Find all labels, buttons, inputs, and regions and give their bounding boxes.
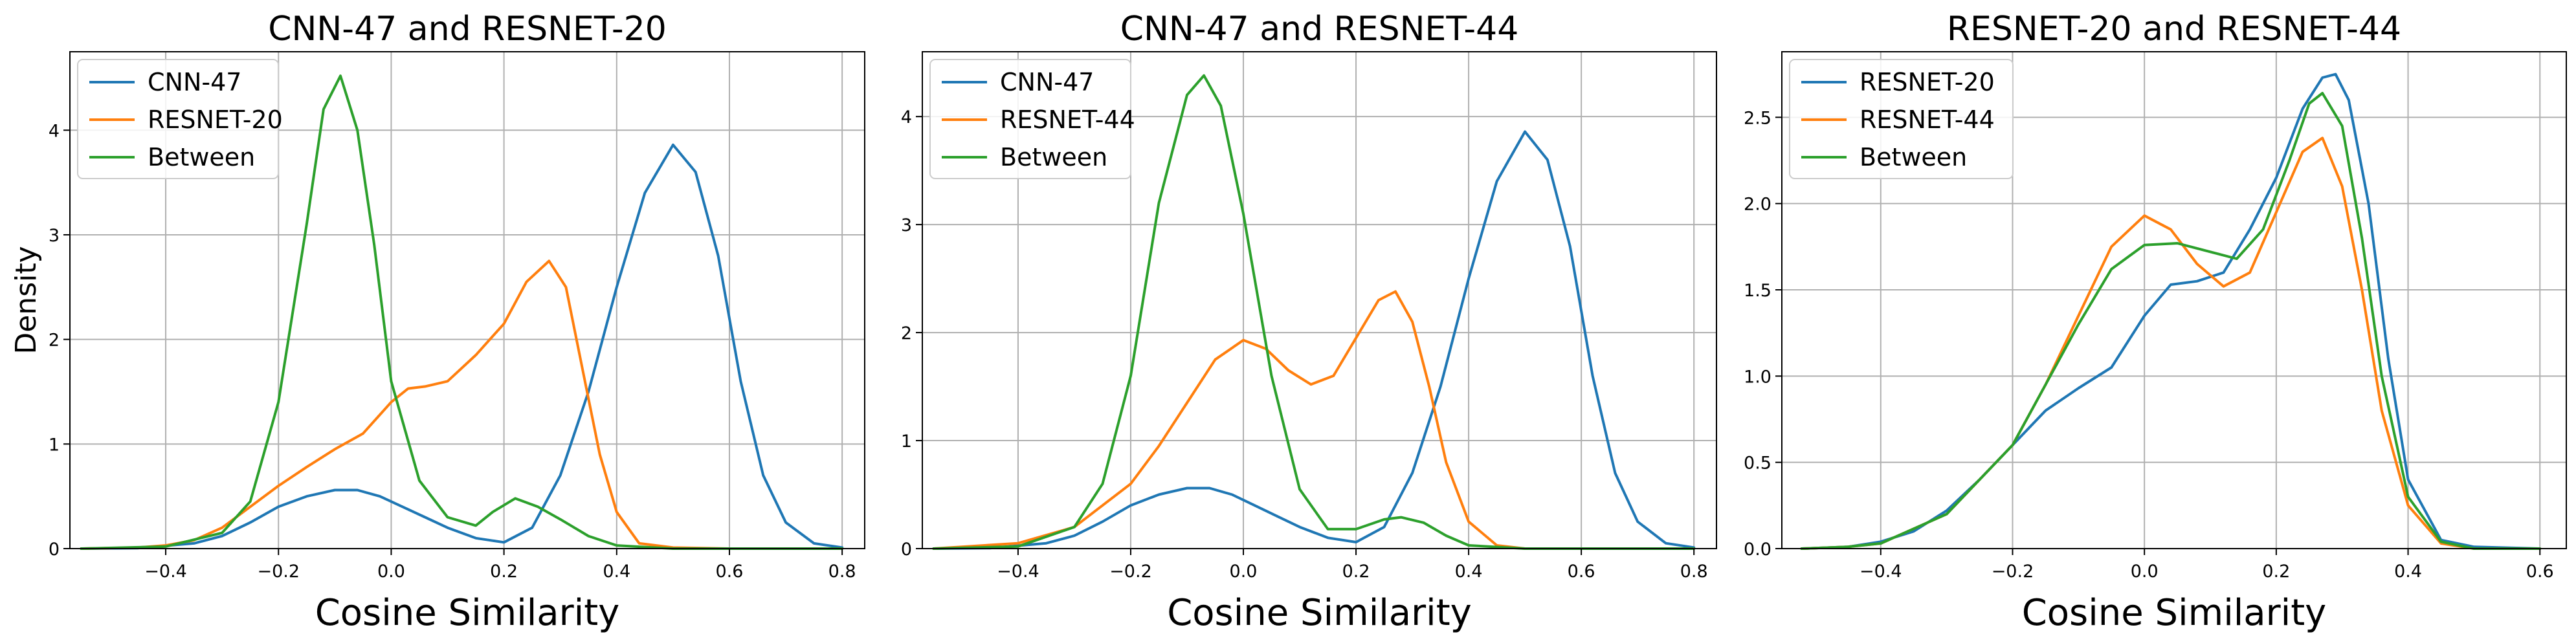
x-tick-label: −0.2 [257,562,300,582]
legend-box [929,59,1131,179]
x-tick-label: 0.2 [2262,562,2290,582]
axes-frame [1781,51,2567,549]
y-tick-label: 2 [901,323,912,344]
x-tick-label: 0.0 [2131,562,2159,582]
chart-panel-3: −0.4 −0.2 0.0 0.2 0.4 0.6 0.0 0.5 1.0 1.5 2.0 2.5 RE… [1744,10,2567,634]
x-tick-label: 0.0 [1230,562,1258,582]
x-tick-label: 0.4 [2394,562,2422,582]
series-line-between [80,74,844,550]
y-tick-label: 1 [49,435,60,455]
series-line-between [932,74,1696,550]
chart-title: CNN-47 and RESNET-20 [268,10,667,49]
y-tick-label: 4 [49,121,60,141]
legend: CNN-47 RESNET-44 Between [929,59,1135,179]
x-tick-label: −0.2 [1992,562,2034,582]
x-tick-label: 0.4 [1455,562,1483,582]
legend-label: RESNET-20 [148,105,283,134]
x-tick-label: 0.6 [1568,562,1595,582]
y-tick-label: 1.0 [1744,367,1771,387]
y-tick-label: 2.5 [1744,108,1771,128]
legend-label: RESNET-44 [1860,105,1995,134]
x-tick-label: 0.4 [603,562,630,582]
legend: CNN-47 RESNET-20 Between [77,59,283,179]
y-tick-label: 0.0 [1744,540,1771,560]
legend-label: Between [148,143,255,171]
x-tick-label: −0.2 [1109,562,1152,582]
legend-label: Between [1000,143,1107,171]
legend-label: RESNET-44 [1000,105,1135,134]
legend-box [1789,59,2014,179]
axes-frame [69,51,865,549]
y-tick-label: 2.0 [1744,195,1771,215]
legend-label: CNN-47 [148,68,241,96]
x-axis-label: Cosine Similarity [1167,592,1472,634]
y-tick-label: 1 [901,432,912,452]
series-line-resnet-20 [80,259,844,550]
x-tick-label: 0.6 [2526,562,2554,582]
series-line-between [1800,92,2542,550]
y-tick-label: 3 [49,226,60,246]
series-line-resnet-20 [1800,72,2542,550]
x-axis-label: Cosine Similarity [315,592,620,634]
y-tick-label: 1.5 [1744,281,1771,301]
legend-label: Between [1860,143,1967,171]
x-tick-label: 0.6 [716,562,744,582]
legend-label: CNN-47 [1000,68,1094,96]
x-tick-label: 0.8 [1680,562,1708,582]
legend-label: RESNET-20 [1860,68,1995,96]
x-axis-label: Cosine Similarity [2022,592,2327,634]
series-line-resnet-44 [932,290,1696,550]
x-tick-label: −0.4 [1860,562,1902,582]
y-tick-label: 0 [49,540,60,560]
chart-title: CNN-47 and RESNET-44 [1120,10,1519,49]
series-line-cnn-47 [80,143,844,550]
y-tick-label: 0.5 [1744,454,1771,474]
x-tick-label: −0.4 [144,562,187,582]
x-tick-label: −0.4 [997,562,1039,582]
legend: RESNET-20 RESNET-44 Between [1789,59,2014,179]
y-axis-label: Density [10,246,43,354]
chart-title: RESNET-20 and RESNET-44 [1947,10,2401,49]
x-tick-label: 0.8 [828,562,856,582]
legend-box [77,59,279,179]
x-tick-label: 0.2 [1342,562,1370,582]
chart-panel-1: −0.4 −0.2 0.0 0.2 0.4 0.6 0.8 0 1 2 3 4 CNN-47 and R… [10,10,865,634]
y-tick-label: 3 [901,215,912,235]
y-tick-label: 4 [901,107,912,127]
chart-panel-2: −0.4 −0.2 0.0 0.2 0.4 0.6 0.8 0 1 2 3 4 CNN-47 and R… [901,10,1717,634]
y-tick-label: 2 [49,331,60,351]
series-line-cnn-47 [932,130,1696,550]
x-tick-label: 0.2 [490,562,518,582]
axes-frame [922,51,1717,549]
x-tick-label: 0.0 [377,562,405,582]
y-tick-label: 0 [901,540,912,560]
